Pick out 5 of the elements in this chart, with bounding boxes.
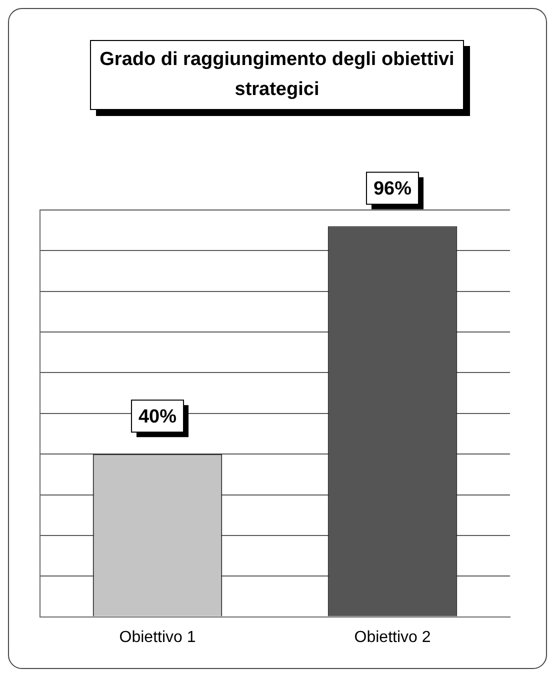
x-tick-label: Obiettivo 1 bbox=[119, 628, 196, 646]
data-label: 40% bbox=[138, 406, 177, 428]
chart-title: Grado di raggiungimento degli obiettivi strategici bbox=[90, 40, 464, 110]
x-tick-label: Obiettivo 2 bbox=[354, 628, 431, 646]
data-label: 96% bbox=[373, 178, 412, 200]
